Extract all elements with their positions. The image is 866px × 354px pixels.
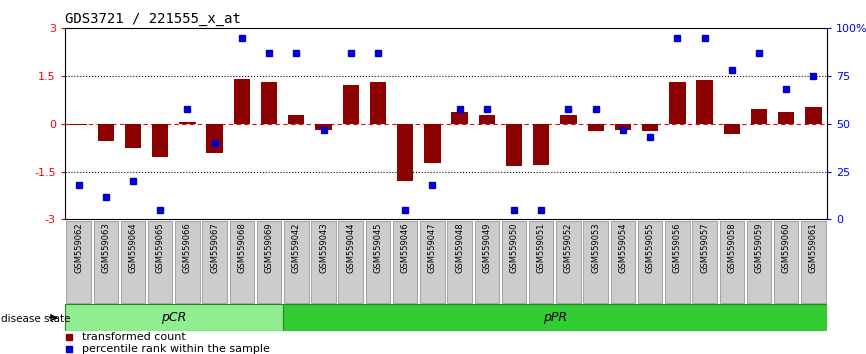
Text: GSM559043: GSM559043 (319, 222, 328, 273)
Text: GSM559057: GSM559057 (700, 222, 709, 273)
FancyBboxPatch shape (720, 221, 744, 303)
Text: GSM559061: GSM559061 (809, 222, 818, 273)
Text: GSM559049: GSM559049 (482, 222, 491, 273)
Bar (179, 122, 196, 124)
FancyBboxPatch shape (229, 221, 254, 303)
Text: GSM559058: GSM559058 (727, 222, 736, 273)
Text: GSM559059: GSM559059 (754, 222, 764, 273)
FancyBboxPatch shape (120, 221, 145, 303)
Bar (397, 124, 413, 181)
Text: GSM559054: GSM559054 (618, 222, 627, 273)
Bar (206, 124, 223, 153)
Bar (424, 124, 441, 163)
Bar (778, 112, 794, 124)
Text: GSM559067: GSM559067 (210, 222, 219, 273)
FancyBboxPatch shape (475, 221, 499, 303)
Bar (451, 112, 468, 124)
Bar (125, 124, 141, 148)
FancyBboxPatch shape (175, 221, 200, 303)
Bar (98, 124, 114, 141)
Text: GSM559047: GSM559047 (428, 222, 436, 273)
FancyBboxPatch shape (203, 221, 227, 303)
FancyBboxPatch shape (584, 221, 608, 303)
FancyBboxPatch shape (638, 221, 662, 303)
Text: transformed count: transformed count (82, 332, 186, 342)
FancyBboxPatch shape (365, 221, 391, 303)
FancyBboxPatch shape (257, 221, 281, 303)
FancyBboxPatch shape (393, 221, 417, 303)
FancyBboxPatch shape (311, 221, 336, 303)
Bar (343, 85, 359, 124)
Bar (234, 79, 250, 124)
Text: GSM559046: GSM559046 (401, 222, 410, 273)
Bar (506, 124, 522, 166)
Text: GSM559069: GSM559069 (265, 222, 274, 273)
Text: GSM559063: GSM559063 (101, 222, 110, 273)
Text: GSM559045: GSM559045 (373, 222, 383, 273)
FancyBboxPatch shape (448, 221, 472, 303)
Text: GSM559042: GSM559042 (292, 222, 301, 273)
Text: GSM559065: GSM559065 (156, 222, 165, 273)
FancyBboxPatch shape (148, 221, 172, 303)
FancyBboxPatch shape (801, 221, 825, 303)
Bar (315, 124, 332, 130)
Bar (696, 80, 713, 124)
Text: GSM559053: GSM559053 (591, 222, 600, 273)
Bar (642, 124, 658, 131)
Text: pPR: pPR (543, 311, 567, 324)
Text: disease state: disease state (1, 314, 70, 324)
FancyBboxPatch shape (501, 221, 527, 303)
FancyBboxPatch shape (774, 221, 798, 303)
Bar (751, 109, 767, 124)
FancyBboxPatch shape (284, 221, 308, 303)
Bar (587, 124, 604, 131)
Text: GSM559066: GSM559066 (183, 222, 192, 273)
Bar (669, 82, 686, 124)
Bar (724, 124, 740, 134)
Text: GSM559055: GSM559055 (646, 222, 655, 273)
FancyBboxPatch shape (746, 221, 772, 303)
FancyBboxPatch shape (94, 221, 118, 303)
Text: GSM559044: GSM559044 (346, 222, 355, 273)
Text: GSM559060: GSM559060 (782, 222, 791, 273)
Text: GSM559048: GSM559048 (456, 222, 464, 273)
FancyBboxPatch shape (611, 221, 635, 303)
Bar (261, 82, 277, 124)
FancyBboxPatch shape (692, 221, 717, 303)
Bar (152, 124, 168, 157)
Bar (70, 124, 87, 125)
Text: GDS3721 / 221555_x_at: GDS3721 / 221555_x_at (65, 12, 241, 26)
Bar (560, 115, 577, 124)
Text: GSM559050: GSM559050 (509, 222, 519, 273)
FancyBboxPatch shape (529, 221, 553, 303)
Text: GSM559052: GSM559052 (564, 222, 573, 273)
Text: GSM559068: GSM559068 (237, 222, 246, 273)
Text: pCR: pCR (161, 311, 186, 324)
Text: GSM559064: GSM559064 (128, 222, 138, 273)
Text: percentile rank within the sample: percentile rank within the sample (82, 344, 270, 354)
FancyBboxPatch shape (339, 221, 363, 303)
Text: GSM559051: GSM559051 (537, 222, 546, 273)
FancyBboxPatch shape (282, 304, 827, 331)
Bar (479, 115, 495, 124)
FancyBboxPatch shape (420, 221, 444, 303)
Bar (615, 124, 631, 130)
Bar (805, 107, 822, 124)
FancyBboxPatch shape (65, 304, 282, 331)
FancyBboxPatch shape (665, 221, 689, 303)
Text: GSM559062: GSM559062 (74, 222, 83, 273)
Bar (288, 115, 305, 124)
Bar (533, 124, 549, 165)
Bar (370, 82, 386, 124)
FancyBboxPatch shape (67, 221, 91, 303)
FancyBboxPatch shape (556, 221, 581, 303)
Text: GSM559056: GSM559056 (673, 222, 682, 273)
